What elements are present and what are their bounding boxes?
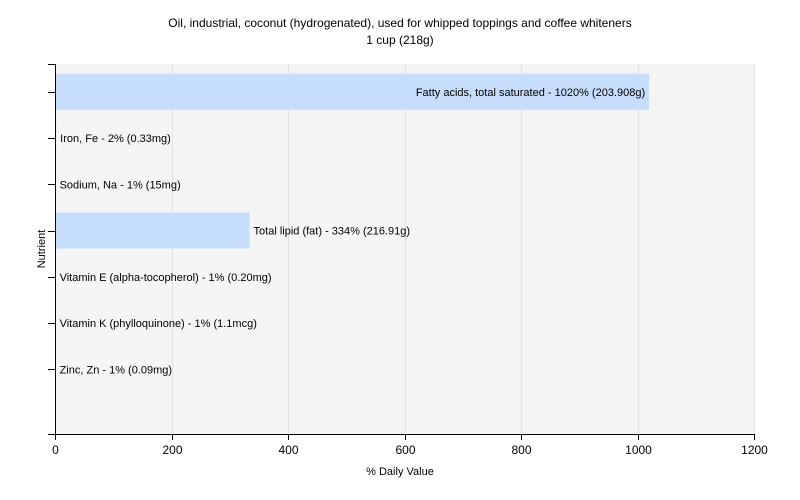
y-axis-label: Nutrient — [36, 229, 48, 269]
x-tick-label: 800 — [511, 443, 531, 457]
x-tick-label: 0 — [52, 443, 59, 457]
bar-label: Fatty acids, total saturated - 1020% (20… — [416, 87, 645, 99]
bar — [55, 73, 650, 110]
bar-label: Vitamin K (phylloquinone) - 1% (1.1mcg) — [60, 318, 257, 330]
x-tick-label: 600 — [395, 443, 415, 457]
bar-label: Iron, Fe - 2% (0.33mg) — [60, 133, 171, 145]
plot-area — [55, 64, 754, 434]
x-tick-label: 1200 — [741, 443, 768, 457]
grid-lines — [172, 64, 755, 434]
axes: 0 200 400 600 800 1000 1200 — [48, 64, 768, 457]
x-tick-label: 1000 — [625, 443, 652, 457]
x-tick-label: 200 — [162, 443, 182, 457]
bar-label: Sodium, Na - 1% (15mg) — [60, 179, 181, 191]
bar-label: Total lipid (fat) - 334% (216.91g) — [254, 226, 411, 238]
chart-subtitle: 1 cup (218g) — [366, 33, 434, 47]
x-tick-label: 400 — [278, 443, 298, 457]
bar — [55, 212, 250, 249]
x-axis-label: % Daily Value — [366, 466, 434, 478]
bar-label: Vitamin E (alpha-tocopherol) - 1% (0.20m… — [60, 272, 272, 284]
chart-title: Oil, industrial, coconut (hydrogenated),… — [168, 16, 632, 30]
bar-label: Zinc, Zn - 1% (0.09mg) — [60, 364, 172, 376]
